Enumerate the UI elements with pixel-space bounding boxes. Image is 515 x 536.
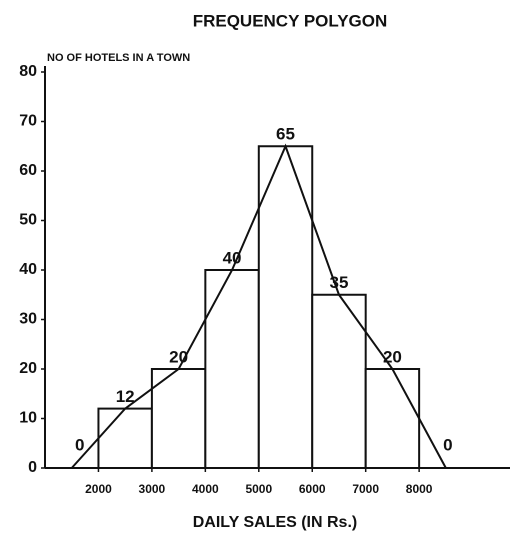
x-axis-label: DAILY SALES (IN Rs.)	[193, 514, 357, 531]
x-tick-label: 7000	[352, 482, 379, 496]
data-label: 65	[276, 125, 295, 144]
y-tick-label: 30	[19, 311, 37, 328]
y-tick-label: 70	[19, 113, 37, 130]
x-tick-label: 8000	[406, 482, 433, 496]
y-tick-label: 50	[19, 212, 37, 229]
bar	[204, 269, 260, 469]
chart-title: FREQUENCY POLYGON	[193, 11, 388, 30]
bar	[364, 368, 421, 469]
x-tick-label: 3000	[139, 482, 166, 496]
y-tick-label: 10	[19, 410, 37, 427]
y-tick-label: 40	[19, 261, 37, 278]
x-tick-label: 5000	[245, 482, 272, 496]
data-label: 0	[75, 435, 84, 454]
data-label: 35	[330, 273, 349, 292]
x-tick-label: 6000	[299, 482, 326, 496]
data-label: 40	[223, 248, 242, 267]
data-label: 12	[116, 387, 135, 406]
y-tick-label: 80	[19, 63, 37, 80]
y-tick-label: 0	[28, 459, 37, 476]
bar	[257, 145, 314, 469]
x-tick-label: 2000	[85, 482, 112, 496]
data-label: 0	[443, 435, 452, 454]
data-label: 20	[383, 347, 402, 366]
bar	[97, 407, 153, 470]
bar	[311, 293, 367, 469]
frequency-polygon	[70, 143, 447, 469]
y-axis-label: NO OF HOTELS IN A TOWN	[47, 52, 190, 64]
x-tick-label: 4000	[192, 482, 219, 496]
y-tick-label: 20	[19, 360, 37, 377]
y-tick-label: 60	[19, 162, 37, 179]
